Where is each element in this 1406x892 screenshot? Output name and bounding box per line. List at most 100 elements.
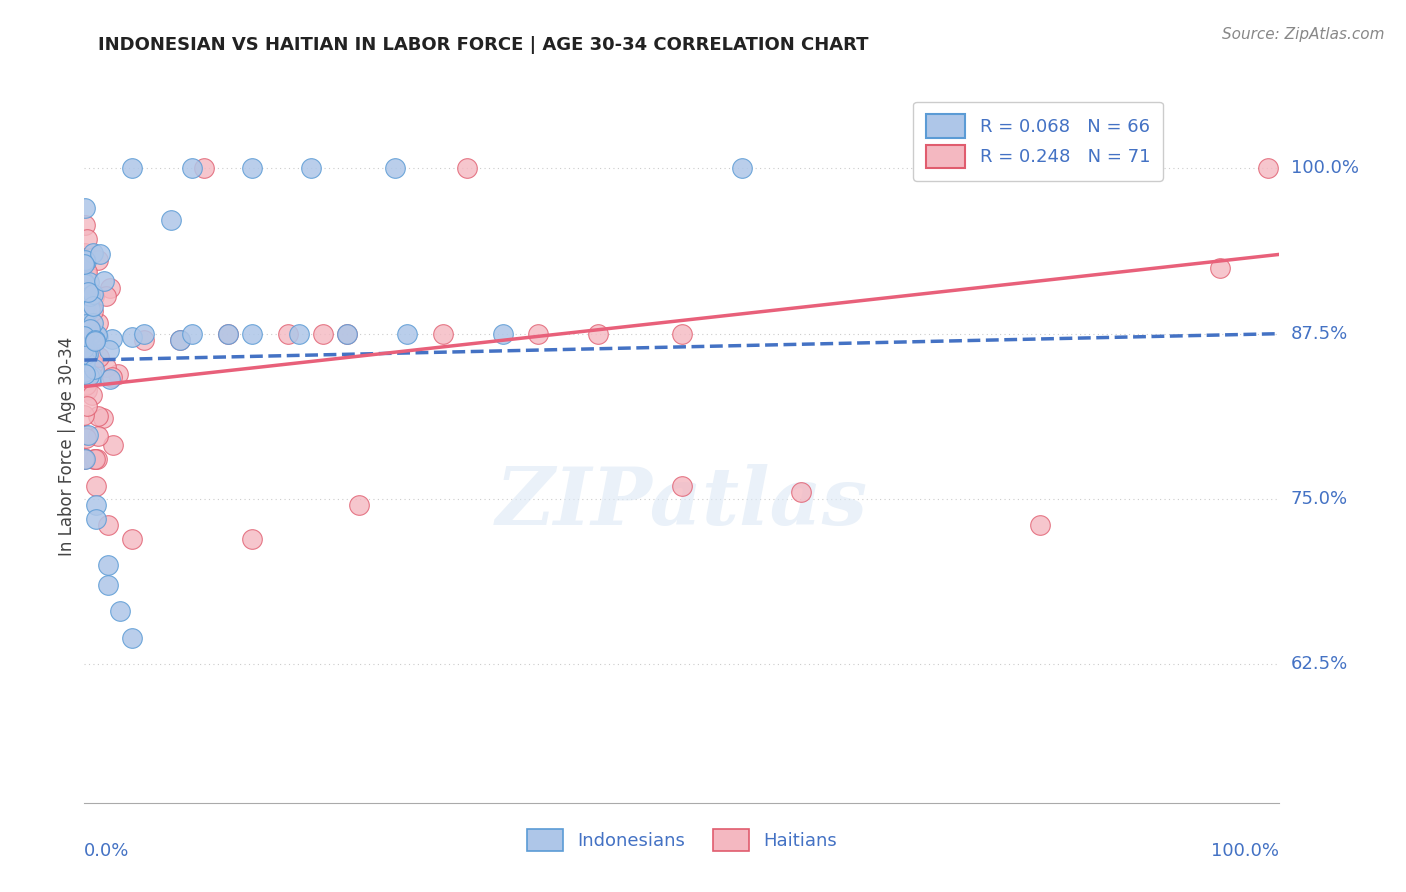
Point [91, 411, 114, 425]
Text: Source: ZipAtlas.com: Source: ZipAtlas.com [1222, 27, 1385, 42]
Point [169, 333, 191, 347]
Point [103, 438, 125, 452]
Point [80, 327, 103, 342]
Point [132, 326, 156, 341]
Point [492, 326, 515, 341]
Point [217, 326, 239, 341]
Point [110, 604, 132, 618]
Y-axis label: In Labor Force | Age 30-34: In Labor Force | Age 30-34 [58, 336, 76, 556]
Point [384, 161, 406, 176]
Point [100, 281, 122, 295]
Text: 100.0%: 100.0% [1212, 842, 1279, 860]
Point [79, 289, 101, 303]
Point [1257, 161, 1279, 176]
Point [75, 347, 97, 361]
Point [77, 368, 100, 383]
Point [73, 345, 96, 359]
Point [83, 361, 105, 376]
Point [82, 246, 104, 260]
Point [121, 330, 143, 344]
Point [75, 279, 97, 293]
Point [79, 289, 101, 303]
Point [75, 303, 97, 318]
Point [73, 277, 96, 291]
Point [73, 353, 96, 368]
Point [100, 370, 122, 384]
Point [75, 283, 97, 297]
Point [93, 275, 115, 289]
Point [671, 326, 693, 341]
Point [80, 369, 103, 384]
Point [76, 343, 98, 357]
Point [82, 299, 104, 313]
Point [89, 350, 111, 364]
Point [75, 452, 97, 467]
Point [82, 304, 104, 318]
Point [76, 384, 98, 398]
Point [76, 232, 98, 246]
Point [86, 452, 108, 467]
Point [86, 478, 108, 492]
Point [96, 360, 118, 375]
Point [98, 343, 121, 357]
Point [73, 341, 96, 355]
Point [456, 161, 478, 176]
Point [160, 212, 183, 227]
Text: ZIPatlas: ZIPatlas [496, 465, 868, 541]
Point [97, 558, 120, 572]
Point [84, 452, 107, 467]
Point [312, 326, 335, 341]
Point [75, 317, 97, 331]
Point [73, 365, 96, 379]
Point [790, 485, 813, 500]
Point [73, 282, 96, 296]
Point [73, 367, 96, 381]
Point [240, 326, 263, 341]
Point [76, 376, 98, 391]
Point [97, 578, 120, 592]
Point [79, 301, 101, 316]
Point [76, 373, 98, 387]
Point [432, 326, 454, 341]
Point [76, 265, 98, 279]
Point [87, 316, 110, 330]
Point [73, 348, 96, 362]
Text: INDONESIAN VS HAITIAN IN LABOR FORCE | AGE 30-34 CORRELATION CHART: INDONESIAN VS HAITIAN IN LABOR FORCE | A… [98, 36, 869, 54]
Point [79, 321, 101, 335]
Point [671, 478, 693, 492]
Point [96, 288, 118, 302]
Point [73, 365, 96, 379]
Point [1209, 260, 1232, 275]
Point [277, 326, 299, 341]
Point [75, 265, 97, 279]
Point [73, 256, 96, 270]
Point [731, 161, 754, 176]
Point [89, 247, 111, 261]
Point [169, 333, 191, 347]
Point [73, 334, 96, 349]
Point [86, 328, 108, 343]
Point [97, 518, 120, 533]
Point [527, 326, 550, 341]
Text: 0.0%: 0.0% [84, 842, 129, 860]
Point [83, 452, 105, 467]
Point [100, 332, 122, 346]
Point [87, 253, 110, 268]
Point [83, 334, 105, 349]
Point [181, 326, 204, 341]
Point [217, 326, 239, 341]
Point [73, 427, 96, 442]
Point [73, 353, 96, 368]
Point [73, 201, 96, 215]
Point [121, 631, 143, 645]
Text: 62.5%: 62.5% [1291, 655, 1348, 673]
Text: 100.0%: 100.0% [1291, 160, 1358, 178]
Point [80, 299, 103, 313]
Point [73, 301, 96, 316]
Text: 75.0%: 75.0% [1291, 490, 1348, 508]
Point [82, 317, 104, 331]
Point [84, 333, 107, 347]
Point [77, 276, 100, 290]
Point [1029, 518, 1052, 533]
Point [288, 326, 311, 341]
